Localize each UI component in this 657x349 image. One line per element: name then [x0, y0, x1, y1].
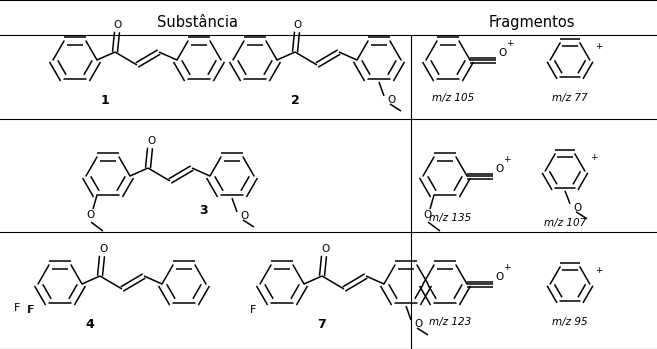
Text: m/z 123: m/z 123	[429, 317, 471, 327]
Text: 3: 3	[198, 203, 208, 216]
Text: +: +	[595, 266, 602, 275]
Text: O: O	[147, 136, 155, 146]
Text: F: F	[28, 305, 34, 315]
Text: 1: 1	[101, 94, 109, 106]
Text: O: O	[424, 210, 432, 220]
Text: +: +	[503, 263, 510, 272]
Text: F: F	[27, 305, 33, 315]
Text: 4: 4	[85, 318, 95, 331]
Text: +: +	[506, 39, 514, 48]
Text: 7: 7	[317, 318, 327, 331]
Text: O: O	[87, 210, 95, 220]
Text: O: O	[498, 48, 507, 58]
Text: O: O	[495, 272, 503, 282]
Text: O: O	[495, 164, 503, 174]
Text: O: O	[573, 203, 581, 213]
Text: +: +	[503, 155, 510, 164]
Text: O: O	[294, 20, 302, 30]
Text: F: F	[14, 303, 20, 313]
Text: O: O	[114, 20, 122, 30]
Text: Substância: Substância	[156, 15, 238, 30]
Text: m/z 105: m/z 105	[432, 93, 474, 103]
Text: O: O	[387, 95, 396, 105]
Text: m/z 77: m/z 77	[552, 93, 588, 103]
Text: Fragmentos: Fragmentos	[489, 15, 576, 30]
Text: +: +	[595, 42, 602, 51]
Text: +: +	[590, 153, 597, 162]
Text: O: O	[414, 319, 422, 329]
Text: O: O	[321, 244, 329, 254]
Text: m/z 135: m/z 135	[429, 213, 471, 223]
Text: m/z 95: m/z 95	[552, 317, 588, 327]
Text: O: O	[99, 244, 107, 254]
Text: F: F	[250, 305, 256, 315]
Text: m/z 107: m/z 107	[544, 218, 586, 228]
Text: O: O	[240, 211, 248, 221]
Text: 2: 2	[290, 94, 300, 106]
